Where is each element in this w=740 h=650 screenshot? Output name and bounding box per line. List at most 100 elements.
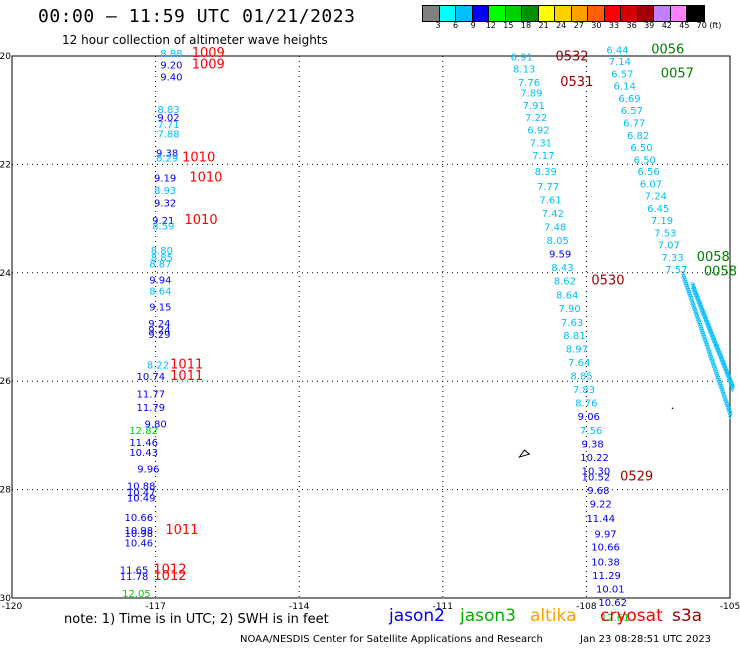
legend-label: 27 [573, 21, 584, 30]
wave-height-label: 7.14 [609, 57, 631, 68]
dense-track-glyph: 7 [691, 287, 697, 297]
legend-label: 45 [679, 21, 690, 30]
pass-time-label: 1010 [182, 151, 215, 166]
legend-label: 3 [435, 21, 441, 30]
dense-track-glyph: 7 [689, 300, 695, 310]
lat-tick-label: -26 [0, 377, 11, 387]
legend-label: 33 [608, 21, 620, 30]
dense-track-glyph: 7 [712, 365, 718, 375]
wave-height-label: 9.24 [148, 319, 170, 330]
dense-track-glyph: 7 [697, 322, 703, 332]
legend-swatch [670, 6, 687, 21]
dense-track-glyph: 7 [705, 345, 711, 355]
wave-height-label: 10.01 [596, 585, 625, 596]
dense-track-glyph: 7 [722, 366, 728, 376]
dense-track-glyph: 7 [708, 330, 714, 340]
wave-height-label: 9.22 [590, 499, 612, 510]
dense-track-glyph: 7 [703, 341, 709, 351]
dense-track-glyph: 7 [728, 379, 734, 389]
pass-time-label: 0532 [555, 49, 588, 64]
sat-altika: altika [530, 606, 577, 626]
dense-track-glyph: 7 [697, 301, 703, 311]
wave-height-label: 8.97 [566, 344, 588, 355]
wave-height-label: 8.93 [154, 186, 176, 197]
dense-track-glyph: 7 [701, 335, 707, 345]
dense-track-glyph: 7 [710, 361, 716, 371]
dense-track-glyph: 7 [689, 282, 695, 292]
dense-track-glyph: 7 [717, 379, 723, 389]
wave-height-label: 7.17 [532, 151, 554, 162]
dense-track-glyph: 7 [703, 316, 709, 326]
dense-track-glyph: 7 [700, 309, 706, 319]
page-subtitle: 12 hour collection of altimeter wave hei… [62, 33, 328, 47]
wave-height-label: 11.77 [136, 389, 165, 400]
wave-height-label: 7.48 [544, 223, 566, 234]
dense-track-glyph: 7 [706, 325, 712, 335]
wave-height-label: 8.83 [157, 105, 179, 116]
legend-label: 24 [556, 21, 567, 30]
wave-height-label: 9.96 [137, 464, 159, 475]
dense-track-glyph: 7 [722, 396, 728, 406]
dense-track-glyph: 7 [696, 298, 702, 308]
pass-time-label: 1012 [153, 569, 186, 584]
dense-track-glyph: 7 [730, 385, 736, 395]
legend-label: 70 (ft) [696, 21, 722, 30]
wave-height-label: 7.88 [157, 129, 179, 140]
wave-height-label: 7.91 [523, 101, 545, 112]
dense-track-glyph: 7 [683, 279, 689, 289]
wave-height-label: 7.63 [561, 318, 583, 329]
legend-label: 18 [520, 21, 532, 30]
dense-track-glyph: 7 [720, 360, 726, 370]
wave-height-label: 7.61 [539, 195, 561, 206]
wave-height-label: 10.74 [136, 372, 165, 383]
dense-track-glyph: 7 [684, 283, 690, 293]
dense-track-glyph: 7 [715, 375, 721, 385]
wave-height-label: 9.32 [154, 199, 176, 210]
wave-height-label: 6.91 [511, 52, 533, 63]
wave-height-label: 6.50 [634, 155, 656, 166]
dense-track-glyph: 7 [695, 297, 701, 307]
sat-jason3: jason3 [460, 606, 516, 626]
dense-track-glyph: 7 [696, 320, 702, 330]
wave-height-label: 10.49 [127, 494, 156, 505]
dense-track-glyph: 7 [704, 319, 710, 329]
dense-track-glyph: 7 [712, 339, 718, 349]
dense-track-glyph: 7 [725, 373, 731, 383]
dense-track-glyph: 7 [702, 337, 708, 347]
legend-swatch [654, 6, 671, 21]
wave-height-label: 6.82 [627, 131, 649, 142]
dense-track-glyph: 7 [693, 310, 699, 320]
wave-height-label: 10.62 [598, 598, 627, 609]
pass-time-label: 1010 [189, 171, 222, 186]
wave-height-label: 11.29 [592, 571, 621, 582]
dense-track-glyph: 7 [703, 339, 709, 349]
wave-height-label: 7.83 [573, 385, 595, 396]
dense-track-glyph: 7 [708, 328, 714, 338]
color-legend-labels: 3 6 9 12 15 18 21 24 27 30 33 36 39 42 45 70 (ft) [422, 21, 740, 33]
dense-track-glyph: 7 [713, 342, 719, 352]
dense-track-glyph: 7 [723, 367, 729, 377]
legend-label: 39 [644, 21, 655, 30]
wave-height-label: 10.98 [125, 529, 154, 540]
legend-label: 9 [470, 21, 476, 30]
wave-height-label: 7.90 [559, 304, 581, 315]
dense-track-glyph: 7 [692, 308, 698, 318]
wave-height-label: 9.40 [160, 72, 182, 83]
wave-height-label: 6.69 [618, 94, 640, 105]
legend-label: 42 [661, 21, 672, 30]
wave-height-label: 8.59 [152, 221, 174, 232]
dense-track-glyph: 7 [715, 348, 721, 358]
dense-track-glyph: 7 [719, 357, 725, 367]
wave-height-label: 11.65 [120, 566, 149, 577]
wave-height-label: 7.07 [658, 240, 680, 251]
dense-track-glyph: 7 [712, 367, 718, 377]
dense-track-glyph: 7 [700, 330, 706, 340]
wave-height-label: 7.57 [665, 265, 687, 276]
pass-time-label: 0058 [704, 265, 737, 280]
dense-track-glyph: 7 [726, 376, 732, 386]
dense-track-glyph: 7 [719, 386, 725, 396]
pass-time-label: 1011 [170, 369, 203, 384]
legend-swatch [621, 6, 638, 21]
dense-track-glyph: 7 [712, 340, 718, 350]
dense-track-glyph: 7 [681, 275, 687, 285]
